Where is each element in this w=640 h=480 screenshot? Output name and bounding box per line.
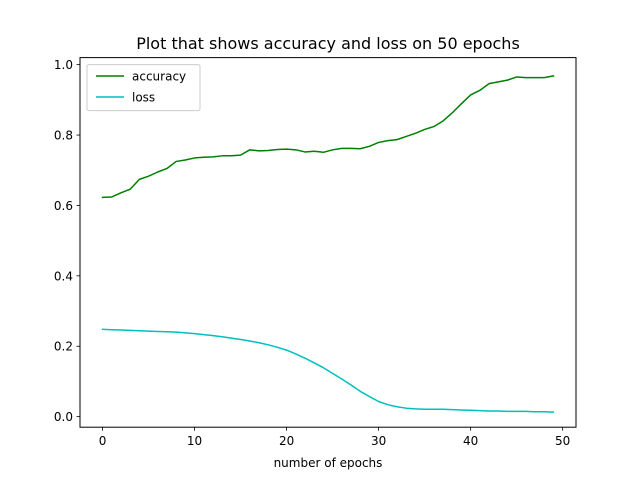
y-tick-label: 1.0 [54, 58, 73, 72]
series-line-accuracy [101, 75, 555, 199]
x-tick-label: 20 [279, 434, 294, 448]
legend-label-loss: loss [132, 91, 155, 105]
x-tick-label: 10 [187, 434, 202, 448]
series-line-loss [101, 328, 555, 413]
legend-label-accuracy: accuracy [132, 70, 186, 84]
y-tick-label: 0.0 [54, 410, 73, 424]
x-tick-label: 30 [371, 434, 386, 448]
y-axis: 0.0 0.2 0.4 0.6 0.8 1.0 [54, 58, 80, 424]
x-axis-label: number of epochs [274, 456, 383, 470]
y-tick-label: 0.4 [54, 269, 73, 283]
x-tick-label: 40 [463, 434, 478, 448]
chart-title: Plot that shows accuracy and loss on 50 … [136, 34, 520, 53]
y-tick-label: 0.8 [54, 129, 73, 143]
y-tick-label: 0.2 [54, 340, 73, 354]
plot-frame [79, 57, 577, 428]
x-axis: 0 10 20 30 40 50 [99, 427, 570, 448]
legend: accuracy loss [86, 64, 201, 112]
x-tick-label: 0 [99, 434, 107, 448]
y-tick-label: 0.6 [54, 199, 73, 213]
series-layer [101, 75, 555, 413]
x-tick-label: 50 [555, 434, 570, 448]
